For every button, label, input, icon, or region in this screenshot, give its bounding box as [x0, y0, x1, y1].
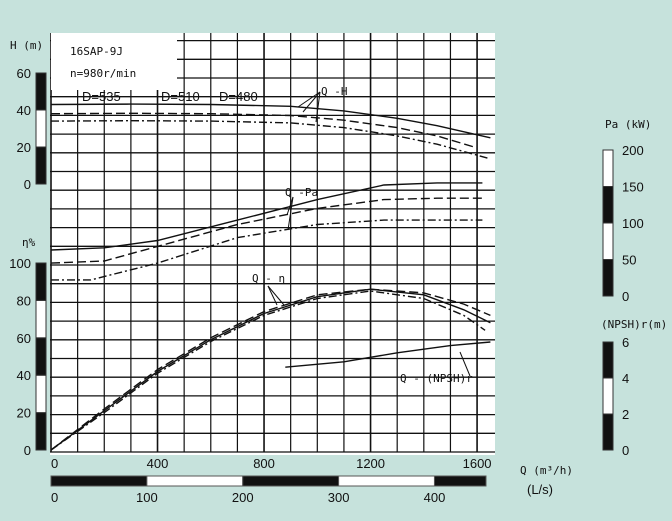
- pa-axis-segment: [602, 149, 614, 187]
- x-tick-label: 1200: [356, 456, 385, 471]
- series-line-q-d535: [50, 288, 491, 451]
- ls-tick-label: 200: [232, 490, 254, 505]
- diameter-label-480: D=480: [219, 89, 258, 104]
- callout-leader: [267, 285, 285, 306]
- pa-tick-label: 50: [622, 253, 636, 268]
- series-line-qnpshr-npsh: [285, 341, 491, 368]
- eta-tick-label: 100: [9, 256, 31, 271]
- npsh-axis-label: (NPSH)r(m): [601, 318, 667, 331]
- ls-scale-segment: [433, 475, 487, 487]
- series-line-qpa-d480: [51, 219, 483, 281]
- npsh-tick-label: 6: [622, 335, 629, 350]
- h-axis-segment: [35, 109, 47, 148]
- npsh-axis-segment: [602, 413, 614, 451]
- callout-leader: [315, 91, 321, 123]
- curve-label-qh: Q -H: [321, 85, 348, 98]
- x-tick-label: 0: [51, 456, 58, 471]
- h-tick-label: 60: [17, 66, 31, 81]
- npsh-axis-segment: [602, 341, 614, 379]
- eta-tick-label: 60: [17, 331, 31, 346]
- pa-axis-segment: [602, 186, 614, 224]
- chart-title: 16SAP-9J: [70, 45, 123, 58]
- npsh-axis-segment: [602, 377, 614, 415]
- npsh-tick-label: 4: [622, 371, 629, 386]
- pa-axis-label: Pa (kW): [605, 118, 651, 131]
- curves: [50, 91, 491, 451]
- npsh-tick-label: 0: [622, 443, 629, 458]
- h-tick-label: 40: [17, 103, 31, 118]
- eta-axis-segment: [35, 299, 47, 339]
- x-tick-label: 400: [147, 456, 169, 471]
- callout-leader: [297, 91, 321, 108]
- h-axis-segment: [35, 72, 47, 111]
- ls-tick-label: 400: [424, 490, 446, 505]
- eta-axis-segment: [35, 374, 47, 414]
- h-tick-label: 20: [17, 140, 31, 155]
- pa-axis-segment: [602, 259, 614, 297]
- series-line-q-d480: [50, 290, 486, 451]
- callout-leader: [459, 351, 471, 377]
- curve-label-qnpsh: Q - (NPSH)r: [400, 372, 473, 385]
- ls-tick-label: 0: [51, 490, 58, 505]
- plot-area: [50, 33, 495, 455]
- series-line-qh-d510: [50, 112, 478, 149]
- pa-axis-segment: [602, 222, 614, 260]
- info-box: [51, 33, 177, 90]
- chart-subtitle: n=980r/min: [70, 67, 136, 80]
- curve-label-qeta: Q - η: [252, 272, 285, 285]
- callout-leader: [287, 196, 294, 231]
- ls-tick-label: 300: [328, 490, 350, 505]
- ls-scale-segment: [242, 475, 340, 487]
- diameter-label-535: D=535: [82, 89, 121, 104]
- eta-axis-segment: [35, 337, 47, 376]
- x-tick-label: 1600: [463, 456, 492, 471]
- eta-axis-segment: [35, 412, 47, 451]
- callout-leader: [286, 196, 294, 216]
- h-axis-label: H (m): [10, 39, 43, 52]
- pa-tick-label: 200: [622, 143, 644, 158]
- x-axis-label: Q (m³/h): [520, 464, 573, 477]
- callout-leader: [302, 91, 321, 113]
- eta-axis-label: η%: [22, 236, 36, 249]
- callout-leader: [267, 285, 278, 306]
- pa-tick-label: 0: [622, 289, 629, 304]
- ls-scale-segment: [50, 475, 148, 487]
- diameter-label-510: D=510: [161, 89, 200, 104]
- eta-tick-label: 20: [17, 406, 31, 421]
- ls-scale-segment: [146, 475, 244, 487]
- eta-tick-label: 80: [17, 293, 31, 308]
- eta-axis-segment: [35, 262, 47, 301]
- h-tick-label: 0: [24, 177, 31, 192]
- eta-tick-label: 0: [24, 443, 31, 458]
- x-secondary-axis-label: (L/s): [527, 482, 553, 497]
- curve-label-qpa: Q -Pa: [285, 186, 318, 199]
- h-axis-segment: [35, 146, 47, 185]
- x-tick-label: 800: [253, 456, 275, 471]
- npsh-tick-label: 2: [622, 407, 629, 422]
- series-line-qpa-d510: [50, 197, 483, 264]
- pa-tick-label: 150: [622, 180, 644, 195]
- pa-tick-label: 100: [622, 216, 644, 231]
- series-line-qpa-d535: [50, 182, 483, 251]
- eta-tick-label: 40: [17, 368, 31, 383]
- grid: [50, 33, 495, 453]
- ls-scale-segment: [338, 475, 435, 487]
- ls-tick-label: 100: [136, 490, 158, 505]
